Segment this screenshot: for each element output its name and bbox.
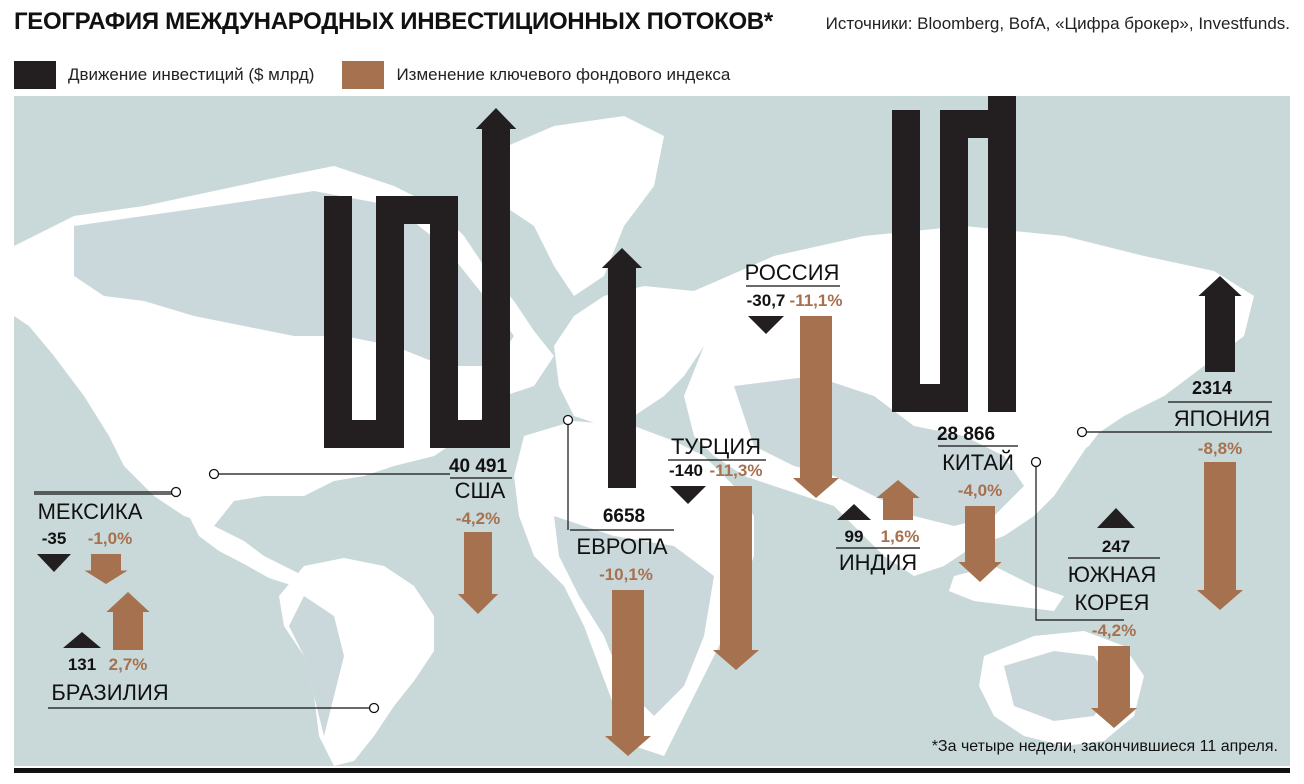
arrow-invest-brazil: [63, 632, 101, 648]
arrow-invest-russia: [748, 316, 784, 334]
value-invest-usa: 40 491: [449, 456, 508, 477]
value-invest-china: 28 866: [937, 424, 995, 445]
land-central-america: [184, 506, 304, 586]
value-invest-india: 99: [845, 527, 864, 546]
arrow-index-korea: [1090, 646, 1138, 728]
arrow-index-brazil: [106, 592, 150, 650]
arrow-index-europe: [604, 590, 652, 756]
value-invest-korea: 247: [1102, 537, 1130, 556]
land-japan: [1064, 386, 1109, 456]
leader-korea-dot: [1030, 456, 1042, 468]
value-index-turkey: -11,3%: [710, 461, 763, 480]
land-south-america-shade: [289, 596, 344, 736]
leader-brazil-dot: [368, 702, 380, 714]
arrow-invest-mexico: [37, 554, 71, 572]
label-turkey: ТУРЦИЯ: [671, 434, 761, 459]
legend-swatch-index: [342, 61, 385, 89]
value-index-india: 1,6%: [881, 527, 920, 546]
arrow-invest-japan: [1198, 276, 1242, 372]
arrow-index-japan: [1196, 462, 1244, 610]
label-korea-line2: КОРЕЯ: [1075, 590, 1150, 615]
arrow-invest-usa: [324, 108, 517, 448]
label-brazil: БРАЗИЛИЯ: [51, 680, 168, 705]
label-china: КИТАЙ: [942, 450, 1014, 475]
leader-europe-dot: [562, 414, 574, 426]
arrow-index-turkey: [712, 486, 760, 670]
label-india: ИНДИЯ: [839, 550, 917, 575]
arrow-invest-korea: [1097, 508, 1135, 528]
value-index-europe: -10,1%: [599, 565, 653, 584]
value-invest-europe: 6658: [603, 506, 645, 527]
value-index-usa: -4,2%: [456, 509, 500, 528]
value-invest-russia: -30,7: [747, 291, 786, 310]
legend: Движение инвестиций ($ млрд) Изменение к…: [14, 60, 730, 90]
arrow-invest-europe: [601, 248, 643, 488]
legend-item-index: Изменение ключевого фондового индекса: [342, 61, 730, 89]
value-index-brazil: 2,7%: [109, 655, 148, 674]
label-mexico: МЕКСИКА: [38, 499, 143, 524]
label-russia: РОССИЯ: [745, 260, 840, 285]
value-index-china: -4,0%: [958, 481, 1002, 500]
value-index-korea: -4,2%: [1092, 621, 1136, 640]
arrow-invest-china: [892, 96, 1016, 412]
arrow-index-mexico: [84, 554, 128, 584]
label-korea-line1: ЮЖНАЯ: [1068, 562, 1157, 587]
leader-japan-dot: [1076, 426, 1088, 438]
value-invest-brazil: 131: [68, 655, 96, 674]
legend-label-invest: Движение инвестиций ($ млрд): [68, 65, 315, 84]
source-note: Источники: Bloomberg, BofA, «Цифра броке…: [825, 14, 1290, 33]
leader-mexico-dot: [170, 486, 182, 498]
arrow-invest-india: [837, 504, 871, 520]
value-invest-mexico: -35: [42, 529, 67, 548]
value-invest-turkey: -140: [669, 461, 703, 480]
arrow-index-russia: [792, 316, 840, 498]
leader-korea: [1035, 462, 1124, 621]
legend-label-index: Изменение ключевого фондового индекса: [396, 65, 731, 84]
arrow-index-india: [876, 480, 920, 520]
land-greenland: [484, 116, 664, 296]
arrow-index-usa: [457, 532, 499, 614]
legend-item-invest: Движение инвестиций ($ млрд): [14, 61, 314, 89]
label-usa: США: [455, 478, 506, 503]
land-australia-shade: [1004, 651, 1114, 721]
arrow-index-china: [958, 506, 1002, 582]
value-invest-japan: 2314: [1192, 378, 1232, 398]
chart-title: ГЕОГРАФИЯ МЕЖДУНАРОДНЫХ ИНВЕСТИЦИОННЫХ П…: [14, 8, 773, 35]
label-europe: ЕВРОПА: [576, 534, 667, 559]
arrow-invest-turkey: [670, 486, 706, 504]
value-index-mexico: -1,0%: [88, 529, 132, 548]
label-japan: ЯПОНИЯ: [1174, 406, 1270, 431]
bottom-rule: [14, 768, 1290, 773]
footnote: *За четыре недели, закончившиеся 11 апре…: [931, 738, 1278, 755]
value-index-japan: -8,8%: [1198, 439, 1242, 458]
leader-usa-dot: [208, 468, 220, 480]
legend-swatch-invest: [14, 61, 56, 89]
value-index-russia: -11,1%: [790, 291, 843, 310]
